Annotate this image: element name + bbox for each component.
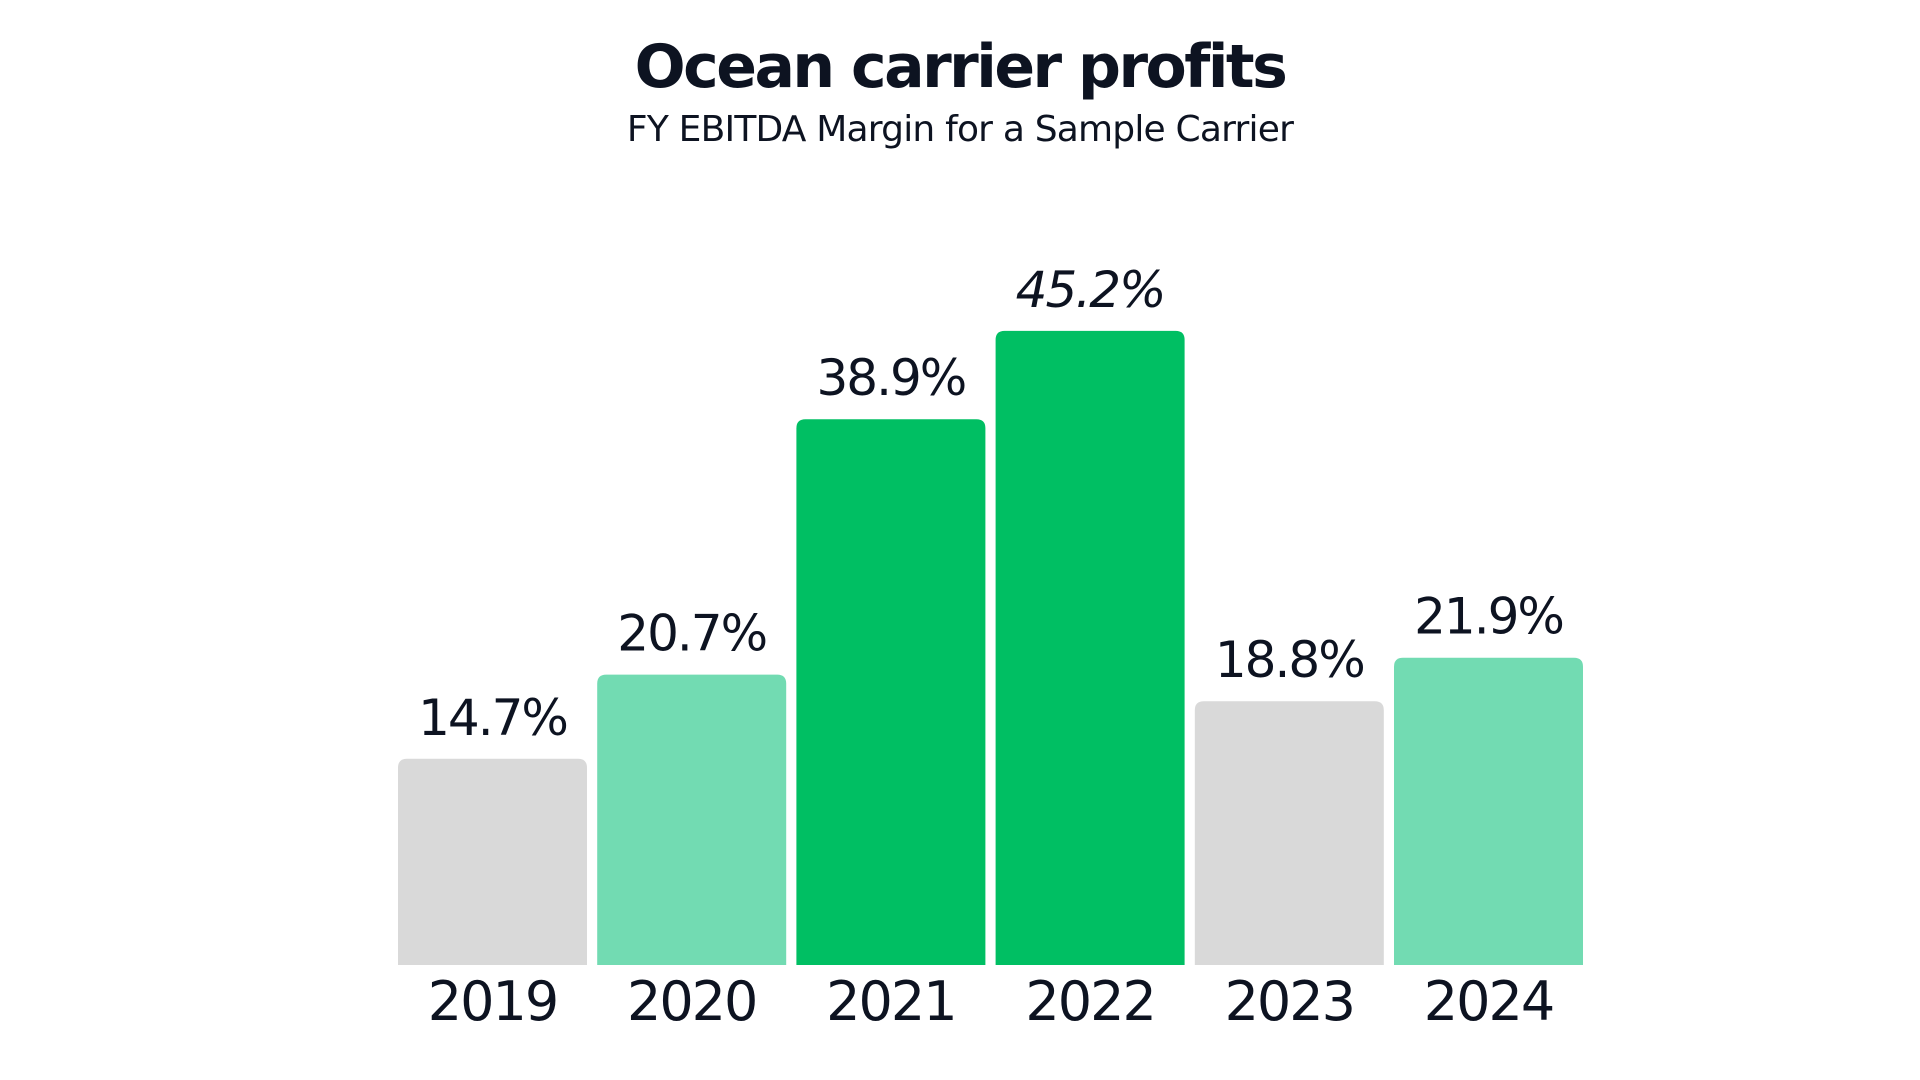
- bar-2019: [398, 758, 587, 965]
- bar-2021: [796, 419, 986, 965]
- bar-2020: [597, 674, 787, 965]
- chart-subtitle: FY EBITDA Margin for a Sample Carrier: [626, 109, 1294, 150]
- bar-2022: [995, 330, 1185, 965]
- value-labels-group: 14.7% 20.7% 38.9% 45.2% 18.8% 21.9%: [418, 261, 1565, 747]
- bar-2023: [1194, 701, 1384, 965]
- value-label-2024: 21.9%: [1414, 588, 1563, 646]
- x-tick-label-2020: 2020: [627, 970, 756, 1033]
- x-tick-label-2019: 2019: [428, 970, 557, 1033]
- chart-header: Ocean carrier profits FY EBITDA Margin f…: [0, 30, 1920, 152]
- value-label-2020: 20.7%: [617, 605, 766, 663]
- value-label-2019: 14.7%: [418, 689, 567, 747]
- x-tick-label-2024: 2024: [1424, 970, 1553, 1033]
- x-tick-label-2021: 2021: [826, 970, 955, 1033]
- bars-group: [398, 330, 1583, 965]
- value-label-2022: 45.2%: [1016, 261, 1165, 319]
- chart-title: Ocean carrier profits: [634, 32, 1288, 102]
- x-tick-label-2022: 2022: [1025, 970, 1154, 1033]
- x-tick-label-2023: 2023: [1225, 970, 1354, 1033]
- value-label-2023: 18.8%: [1215, 631, 1364, 689]
- value-label-2021: 38.9%: [816, 349, 965, 407]
- bar-2024: [1394, 657, 1583, 965]
- x-axis-ticks: 2019 2020 2021 2022 2023 2024: [428, 970, 1555, 1033]
